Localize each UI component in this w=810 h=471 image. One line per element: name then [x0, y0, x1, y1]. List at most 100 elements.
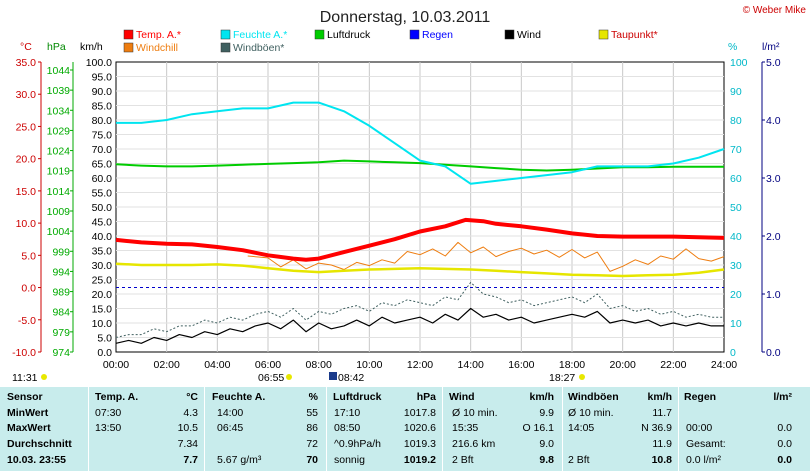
stats-humidity-value: 86 — [306, 422, 318, 434]
tick-label-temp: 15.0 — [16, 186, 37, 198]
tick-label-humidity: 10 — [730, 318, 742, 330]
stats-pressure-label: sonnig — [334, 454, 365, 466]
axis-unit-temp: °C — [20, 41, 32, 53]
stats-temp-value: 10.5 — [177, 422, 198, 434]
tick-label-temp: -10.0 — [12, 347, 36, 359]
stats-header-wind-unit: km/h — [529, 391, 554, 403]
legend-label: Windchill — [136, 42, 178, 54]
tick-label-pressure: 1009 — [47, 206, 71, 218]
tick-label-pressure: 994 — [52, 266, 70, 278]
tick-label-pressure: 989 — [52, 287, 70, 299]
tick-label-humidity: 80 — [730, 115, 742, 127]
tick-label-temp: 20.0 — [16, 154, 37, 166]
stats-wind-value: O 16.1 — [522, 422, 554, 434]
tick-label-humidity: 60 — [730, 173, 742, 185]
stats-header-temp-unit: °C — [186, 391, 198, 403]
legend-swatch — [123, 42, 134, 53]
tick-label-time: 24:00 — [711, 359, 737, 371]
stats-row-label: MinWert — [7, 407, 49, 419]
stats-pressure-value: 1019.3 — [403, 438, 436, 450]
sunset-icon — [579, 374, 585, 380]
tick-label-pressure: 1014 — [47, 186, 71, 198]
tick-label-temp: 35.0 — [16, 57, 37, 69]
stats-rain-label: 0.0 l/m² — [686, 454, 722, 466]
stats-wind-label: 2 Bft — [452, 454, 474, 466]
legend-label: Luftdruck — [327, 29, 371, 41]
tick-label-pressure: 984 — [52, 307, 70, 319]
legend-swatch — [220, 42, 231, 53]
sunrise-label: 06:55 — [258, 372, 284, 384]
tick-label-wind: 35.0 — [92, 246, 113, 258]
tick-label-wind: 15.0 — [92, 304, 113, 316]
tick-label-humidity: 100 — [730, 57, 748, 69]
legend-swatch — [598, 29, 609, 40]
legend-label: Wind — [517, 29, 541, 41]
tick-label-pressure: 1034 — [47, 105, 71, 117]
tick-label-time: 02:00 — [154, 359, 180, 371]
legend-label: Windböen* — [233, 42, 284, 54]
legend-label: Temp. A.* — [136, 29, 181, 41]
tick-label-temp: 25.0 — [16, 121, 37, 133]
tick-label-pressure: 1044 — [47, 65, 71, 77]
stats-gust-label: 14:05 — [568, 422, 595, 434]
tick-label-radiation: 2.0 — [766, 231, 781, 243]
stats-rain-label: 00:00 — [686, 422, 713, 434]
weather-chart: Donnerstag, 10.03.2011 © Weber Mike Temp… — [12, 5, 806, 384]
stats-humidity-value: 70 — [306, 454, 318, 466]
tick-label-wind: 100.0 — [86, 57, 112, 69]
stats-pressure-label: 08:50 — [334, 422, 361, 434]
stats-header-pressure: Luftdruck — [333, 391, 382, 403]
stats-wind-value: 9.0 — [539, 438, 554, 450]
tick-label-pressure: 1029 — [47, 125, 71, 137]
stats-header-gust-unit: km/h — [647, 391, 672, 403]
chart-legend: Temp. A.* Feuchte A.* Luftdruck Regen Wind Ta… — [123, 29, 658, 54]
stats-row-label: Durchschnitt — [7, 438, 72, 450]
tick-label-radiation: 4.0 — [766, 115, 781, 127]
plot-area: 35.0 30.0 25.0 20.0 15.0 10.0 5.0 0.0 -5.0 -10.0 1… — [12, 57, 781, 384]
tick-label-temp: -5.0 — [18, 315, 36, 327]
tick-label-wind: 40.0 — [92, 231, 113, 243]
tick-label-time: 20:00 — [610, 359, 636, 371]
legend-swatch — [409, 29, 420, 40]
stats-humidity-label: 14:00 — [217, 407, 244, 419]
stats-rain-value: 0.0 — [777, 438, 792, 450]
left-time-label: 11:31 — [12, 372, 38, 384]
tick-label-time: 08:00 — [306, 359, 332, 371]
sun-icon — [41, 374, 47, 380]
tick-label-time: 12:00 — [407, 359, 433, 371]
sunrise-icon — [286, 374, 292, 380]
tick-label-time: 16:00 — [508, 359, 534, 371]
tick-label-temp: 5.0 — [21, 250, 36, 262]
stats-gust-label: Ø 10 min. — [568, 407, 614, 419]
series-line-feuchte-a — [116, 101, 725, 185]
tick-label-pressure: 974 — [52, 347, 70, 359]
stats-wind-label: Ø 10 min. — [452, 407, 498, 419]
axis-unit-pressure: hPa — [47, 41, 66, 53]
tick-label-pressure: 1004 — [47, 226, 71, 238]
axis-labels: °C hPa km/h% l/m² — [20, 41, 780, 53]
legend-label: Regen — [422, 29, 453, 41]
tick-label-time: 04:00 — [204, 359, 230, 371]
series-line-windchill — [247, 241, 725, 272]
stats-pressure-value: 1020.6 — [403, 422, 436, 434]
stats-gust-value: 11.7 — [652, 407, 672, 419]
stats-header-rain-unit: l/m² — [773, 391, 792, 403]
tick-label-wind: 60.0 — [92, 173, 113, 185]
tick-label-pressure: 1024 — [47, 146, 71, 158]
tick-label-wind: 55.0 — [92, 188, 113, 200]
legend-swatch — [123, 29, 134, 40]
stats-rain-label: Gesamt: — [686, 438, 726, 450]
tick-label-humidity: 90 — [730, 86, 742, 98]
stats-header-wind: Wind — [449, 391, 475, 403]
legend-label: Taupunkt* — [611, 29, 658, 41]
stats-header-sensor: Sensor — [7, 391, 43, 403]
stats-pressure-value: 1017.8 — [403, 407, 436, 419]
stats-humidity-value: 55 — [306, 407, 318, 419]
tick-label-wind: 50.0 — [92, 202, 113, 214]
tick-label-humidity: 50 — [730, 202, 742, 214]
tick-label-wind: 70.0 — [92, 144, 113, 156]
tick-label-pressure: 1019 — [47, 166, 71, 178]
legend-swatch — [504, 29, 515, 40]
tick-label-radiation: 0.0 — [766, 347, 781, 359]
stats-temp-value: 4.3 — [183, 407, 198, 419]
